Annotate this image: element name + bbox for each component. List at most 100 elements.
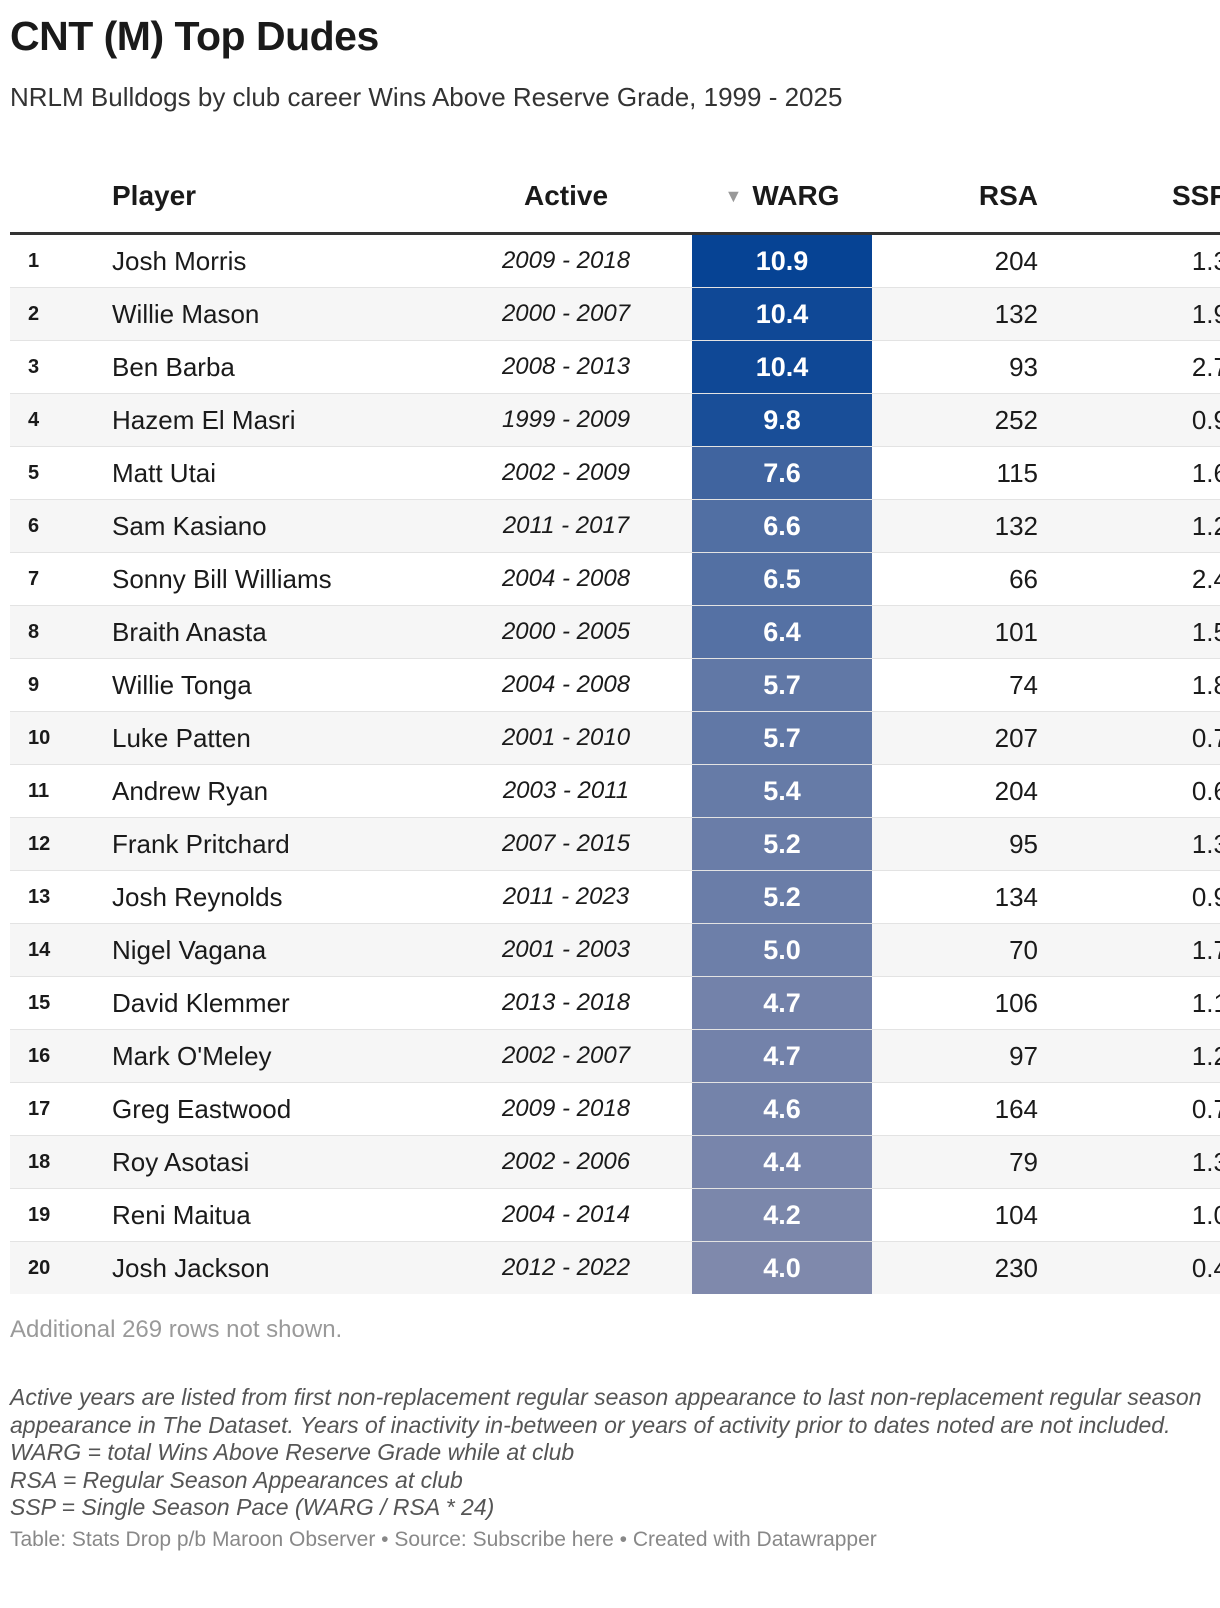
- note-ssp: SSP = Single Season Pace (WARG / RSA * 2…: [10, 1494, 495, 1520]
- row-rsa: 204: [872, 764, 1056, 818]
- note-active-years: Active years are listed from first non-r…: [10, 1384, 1202, 1438]
- row-player: Josh Jackson: [112, 1241, 440, 1294]
- header-ssp[interactable]: SSP: [1056, 160, 1220, 235]
- chart-container: CNT (M) Top Dudes NRLM Bulldogs by club …: [10, 0, 1220, 1552]
- row-player: Ben Barba: [112, 340, 440, 394]
- chart-title: CNT (M) Top Dudes: [10, 13, 379, 59]
- row-warg: 4.6: [692, 1082, 872, 1136]
- row-warg: 5.4: [692, 764, 872, 818]
- row-active: 2004 - 2008: [440, 552, 692, 606]
- row-player: Josh Morris: [112, 233, 440, 288]
- row-ssp: 2.4: [1056, 552, 1220, 606]
- header-rsa[interactable]: RSA: [872, 160, 1056, 235]
- row-player: Frank Pritchard: [112, 817, 440, 871]
- row-rank: 17: [10, 1082, 112, 1136]
- row-ssp: 1.0: [1056, 1188, 1220, 1242]
- row-rsa: 74: [872, 658, 1056, 712]
- row-rsa: 164: [872, 1082, 1056, 1136]
- row-player: Willie Mason: [112, 287, 440, 341]
- header-warg-label: WARG: [752, 180, 840, 211]
- row-rank: 11: [10, 764, 112, 818]
- row-warg: 4.4: [692, 1135, 872, 1189]
- header-row: Player Active ▼ WARG RSA SSP: [10, 160, 1220, 235]
- row-warg: 5.7: [692, 658, 872, 712]
- row-warg: 6.4: [692, 605, 872, 659]
- row-active: 2002 - 2006: [440, 1135, 692, 1189]
- header-warg[interactable]: ▼ WARG: [692, 160, 872, 235]
- row-active: 2000 - 2005: [440, 605, 692, 659]
- notes: Active years are listed from first non-r…: [10, 1384, 1210, 1522]
- header-rank: [10, 160, 112, 235]
- row-ssp: 0.6: [1056, 764, 1220, 818]
- row-rsa: 66: [872, 552, 1056, 606]
- row-player: Mark O'Meley: [112, 1029, 440, 1083]
- row-rank: 20: [10, 1241, 112, 1294]
- row-active: 2011 - 2023: [440, 870, 692, 924]
- row-rsa: 106: [872, 976, 1056, 1030]
- row-warg: 5.0: [692, 923, 872, 977]
- row-ssp: 1.3: [1056, 233, 1220, 288]
- row-ssp: 1.3: [1056, 1135, 1220, 1189]
- row-rank: 12: [10, 817, 112, 871]
- row-rank: 4: [10, 393, 112, 447]
- row-warg: 5.2: [692, 817, 872, 871]
- row-player: Reni Maitua: [112, 1188, 440, 1242]
- row-ssp: 1.5: [1056, 605, 1220, 659]
- row-active: 2004 - 2008: [440, 658, 692, 712]
- row-ssp: 0.7: [1056, 711, 1220, 765]
- row-active: 2003 - 2011: [440, 764, 692, 818]
- row-warg: 4.7: [692, 1029, 872, 1083]
- row-ssp: 1.6: [1056, 446, 1220, 500]
- row-rsa: 97: [872, 1029, 1056, 1083]
- row-ssp: 1.3: [1056, 817, 1220, 871]
- row-player: Roy Asotasi: [112, 1135, 440, 1189]
- row-player: Braith Anasta: [112, 605, 440, 659]
- row-player: Willie Tonga: [112, 658, 440, 712]
- row-rank: 19: [10, 1188, 112, 1242]
- row-rank: 13: [10, 870, 112, 924]
- row-player: Nigel Vagana: [112, 923, 440, 977]
- row-rsa: 132: [872, 287, 1056, 341]
- row-rsa: 204: [872, 233, 1056, 288]
- row-warg: 10.4: [692, 287, 872, 341]
- chart-subtitle: NRLM Bulldogs by club career Wins Above …: [10, 82, 843, 112]
- row-active: 1999 - 2009: [440, 393, 692, 447]
- row-rsa: 70: [872, 923, 1056, 977]
- row-warg: 10.4: [692, 340, 872, 394]
- header-active[interactable]: Active: [440, 160, 692, 235]
- row-ssp: 0.7: [1056, 1082, 1220, 1136]
- row-rank: 9: [10, 658, 112, 712]
- row-rsa: 79: [872, 1135, 1056, 1189]
- row-rsa: 134: [872, 870, 1056, 924]
- row-warg: 4.0: [692, 1241, 872, 1294]
- header-rsa-label: RSA: [978, 180, 1038, 211]
- header-active-label: Active: [523, 180, 609, 211]
- row-active: 2002 - 2009: [440, 446, 692, 500]
- note-rsa: RSA = Regular Season Appearances at club: [10, 1466, 463, 1493]
- row-warg: 4.2: [692, 1188, 872, 1242]
- rows-not-shown-note: Additional 269 rows not shown.: [10, 1316, 343, 1343]
- row-ssp: 1.9: [1056, 287, 1220, 341]
- row-player: Greg Eastwood: [112, 1082, 440, 1136]
- row-active: 2009 - 2018: [440, 233, 692, 288]
- row-rsa: 252: [872, 393, 1056, 447]
- row-warg: 5.7: [692, 711, 872, 765]
- row-rank: 10: [10, 711, 112, 765]
- row-rank: 16: [10, 1029, 112, 1083]
- data-table: Player Active ▼ WARG RSA SSP 1 Josh Morris…: [10, 160, 1220, 1294]
- row-rsa: 104: [872, 1188, 1056, 1242]
- header-player[interactable]: Player: [112, 160, 440, 235]
- row-rsa: 115: [872, 446, 1056, 500]
- header-ssp-label: SSP: [1171, 180, 1220, 211]
- row-active: 2011 - 2017: [440, 499, 692, 553]
- row-ssp: 1.2: [1056, 499, 1220, 553]
- row-warg: 6.5: [692, 552, 872, 606]
